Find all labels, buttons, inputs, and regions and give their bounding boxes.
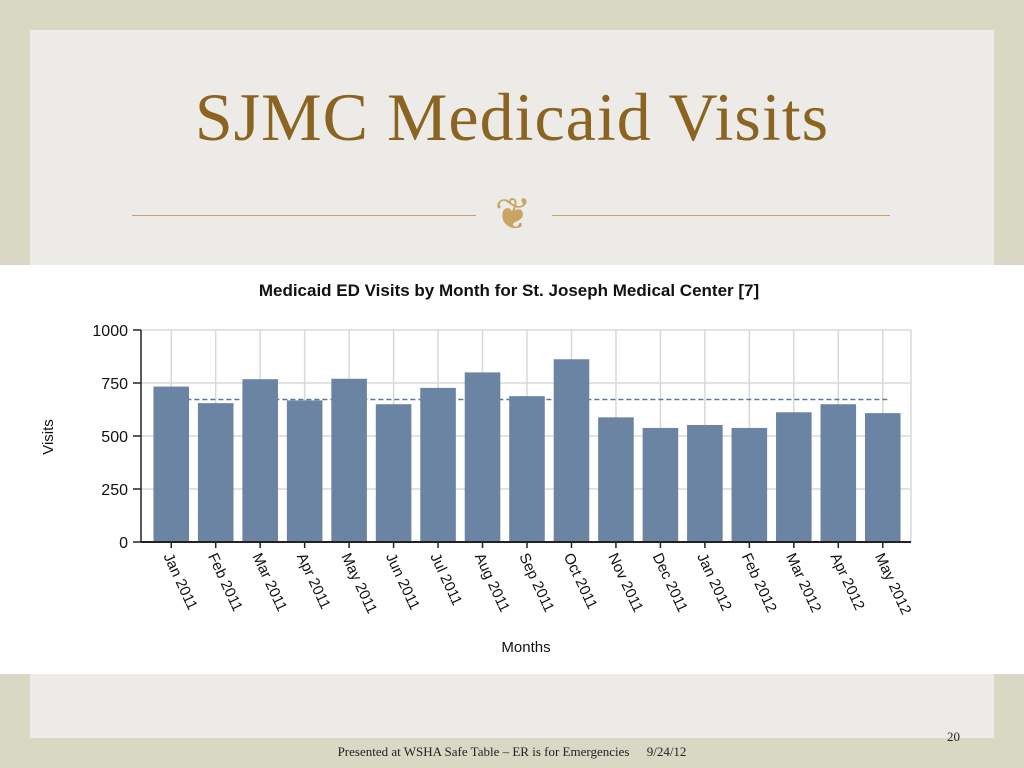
title-rule-left [132,215,476,216]
bar [509,396,545,542]
chart-panel: Medicaid ED Visits by Month for St. Jose… [0,265,1024,674]
bar [286,400,323,542]
x-axis-ticks: Jan 2011 Feb 2011 Mar 2011 Apr 2011 May 2011… [160,542,914,618]
x-tick-label: Nov 2011 [604,551,646,615]
bar [776,412,812,542]
x-tick-label: Jul 2011 [426,551,465,609]
title-rule-right [552,215,890,216]
bar [464,372,501,542]
x-tick-label: Sep 2011 [515,551,557,615]
bars [153,359,901,542]
x-tick-label: Apr 2012 [827,551,868,613]
bar [420,387,456,542]
y-axis-label: Visits [40,419,57,455]
x-tick-label: May 2011 [337,551,380,617]
x-tick-label: Mar 2012 [782,551,824,616]
x-tick-label: Jun 2011 [382,551,423,613]
slide-title: SJMC Medicaid Visits [194,79,830,155]
bar [598,417,634,542]
chart-title: Medicaid ED Visits by Month for St. Jose… [259,281,759,300]
x-tick-label: Dec 2011 [649,551,691,615]
bar [242,379,278,542]
bar [375,404,412,542]
y-tick-label: 500 [101,429,128,446]
fleuron-icon: ❦ [494,189,532,240]
footer-text: Presented at WSHA Safe Table – ER is for… [337,744,630,759]
bar [331,378,367,542]
bar-chart: Medicaid ED Visits by Month for St. Jose… [40,281,914,656]
x-tick-label: May 2012 [871,551,914,618]
x-tick-label: Oct 2011 [560,551,601,612]
x-tick-label: Feb 2011 [204,551,246,615]
y-tick-label: 0 [119,535,128,552]
y-tick-label: 750 [101,376,128,393]
bar [153,386,190,542]
footer: Presented at WSHA Safe Table – ER is for… [0,744,1024,760]
x-tick-label: Mar 2011 [249,551,291,615]
y-tick-label: 1000 [92,323,128,340]
x-tick-label: Apr 2011 [293,551,334,612]
footer-date: 9/24/12 [646,744,687,759]
page-number: 20 [947,729,960,744]
bar [642,427,679,542]
bar [553,359,590,542]
bar [864,413,901,542]
x-tick-label: Jan 2012 [693,551,734,614]
bar [820,404,857,542]
x-axis-label: Months [501,639,550,656]
bar [731,427,768,542]
bar [197,403,234,542]
x-tick-label: Aug 2011 [471,551,513,615]
bar [687,424,723,542]
x-tick-label: Jan 2011 [160,551,201,613]
y-tick-label: 250 [101,482,128,499]
x-tick-label: Feb 2012 [738,551,780,616]
y-axis-ticks: 0 250 500 750 1000 [92,323,141,552]
